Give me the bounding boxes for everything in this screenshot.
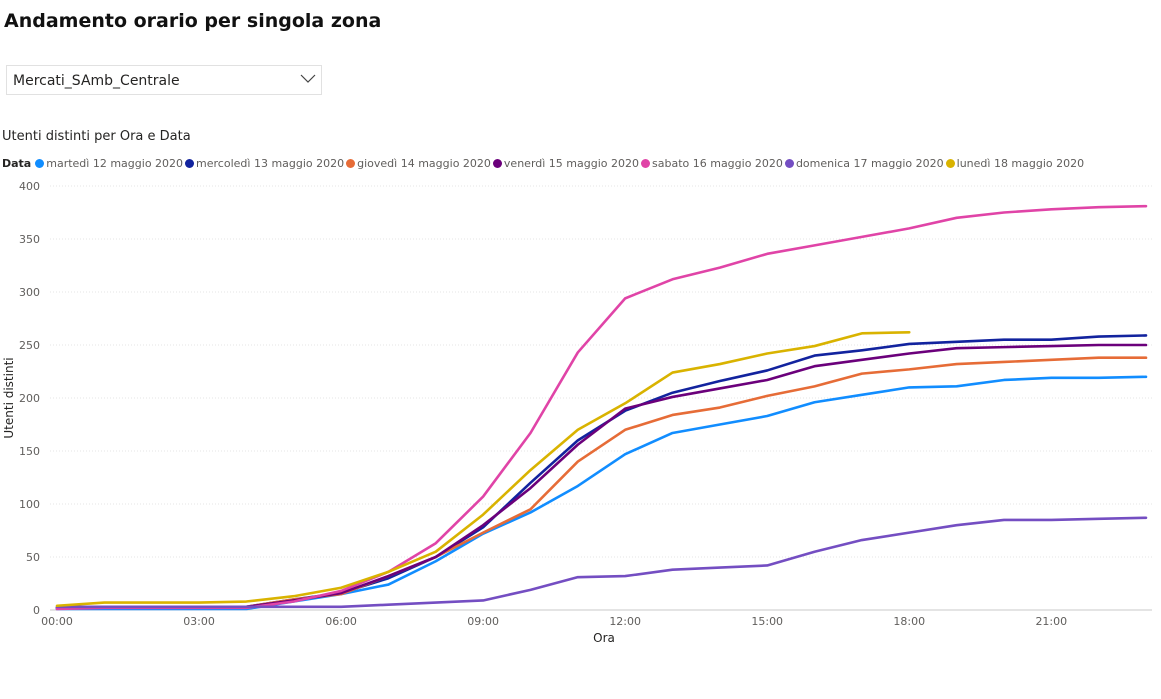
legend-item[interactable]: lunedì 18 maggio 2020 (945, 157, 1085, 170)
legend-label: giovedì 14 maggio 2020 (357, 157, 491, 170)
legend-marker (641, 159, 650, 168)
zone-dropdown-value: Mercati_SAmb_Centrale (13, 73, 180, 89)
x-axis: 00:00 03:00 06:00 09:00 12:00 15:00 18:00 21:00 (41, 615, 1067, 628)
legend-item[interactable]: martedì 12 maggio 2020 (35, 157, 183, 170)
zone-dropdown[interactable]: Mercati_SAmb_Centrale (6, 65, 322, 95)
series-line[interactable] (55, 204, 1148, 611)
series-line[interactable] (55, 330, 911, 608)
chevron-down-icon[interactable] (299, 70, 317, 88)
legend-item[interactable]: giovedì 14 maggio 2020 (346, 157, 491, 170)
legend-title: Data (2, 157, 32, 170)
legend-label: martedì 12 maggio 2020 (46, 157, 184, 170)
legend-marker (35, 159, 45, 168)
x-tick-label: 12:00 (609, 615, 641, 628)
x-tick-label: 15:00 (751, 615, 783, 628)
y-tick-label: 250 (19, 339, 40, 352)
y-axis-label: Utenti distinti (2, 357, 16, 438)
y-axis: 0 50 100 150 200 250 300 350 400 (19, 180, 40, 617)
chart-title: Utenti distinti per Ora e Data (2, 129, 191, 144)
series-line[interactable] (55, 343, 1148, 610)
y-tick-label: 200 (19, 392, 40, 405)
legend-marker (346, 159, 356, 168)
gridlines (50, 185, 1152, 611)
y-tick-label: 100 (19, 498, 40, 511)
y-tick-label: 50 (26, 551, 40, 564)
x-tick-label: 03:00 (183, 615, 215, 628)
legend-marker (945, 159, 955, 168)
legend-marker (185, 159, 195, 168)
series-lines (55, 204, 1148, 611)
x-axis-label: Ora (593, 631, 615, 645)
y-tick-label: 350 (19, 233, 40, 246)
series-line[interactable] (55, 334, 1148, 610)
y-tick-label: 0 (33, 604, 40, 617)
x-tick-label: 06:00 (325, 615, 357, 628)
y-tick-label: 400 (19, 180, 40, 193)
series-line[interactable] (55, 516, 1148, 609)
y-tick-label: 150 (19, 445, 40, 458)
y-tick-label: 300 (19, 286, 40, 299)
series-line[interactable] (55, 356, 1148, 610)
x-tick-label: 09:00 (467, 615, 499, 628)
legend-label: domenica 17 maggio 2020 (795, 157, 944, 170)
legend-marker (784, 159, 794, 168)
legend-label: venerdì 15 maggio 2020 (503, 157, 639, 170)
x-tick-label: 00:00 (41, 615, 73, 628)
x-tick-label: 21:00 (1035, 615, 1067, 628)
x-tick-label: 18:00 (893, 615, 925, 628)
legend-label: mercoledì 13 maggio 2020 (196, 157, 345, 170)
legend-marker (492, 159, 502, 168)
legend-item[interactable]: domenica 17 maggio 2020 (784, 157, 944, 170)
legend-label: sabato 16 maggio 2020 (652, 157, 783, 170)
legend-item[interactable]: venerdì 15 maggio 2020 (492, 157, 639, 170)
legend-item[interactable]: sabato 16 maggio 2020 (641, 157, 783, 170)
legend-label: lunedì 18 maggio 2020 (956, 157, 1085, 170)
page-title: Andamento orario per singola zona (4, 10, 382, 32)
chart-legend: Data martedì 12 maggio 2020 mercoledì 13 … (2, 157, 1086, 170)
legend-item[interactable]: mercoledì 13 maggio 2020 (185, 157, 344, 170)
series-line[interactable] (55, 375, 1148, 611)
